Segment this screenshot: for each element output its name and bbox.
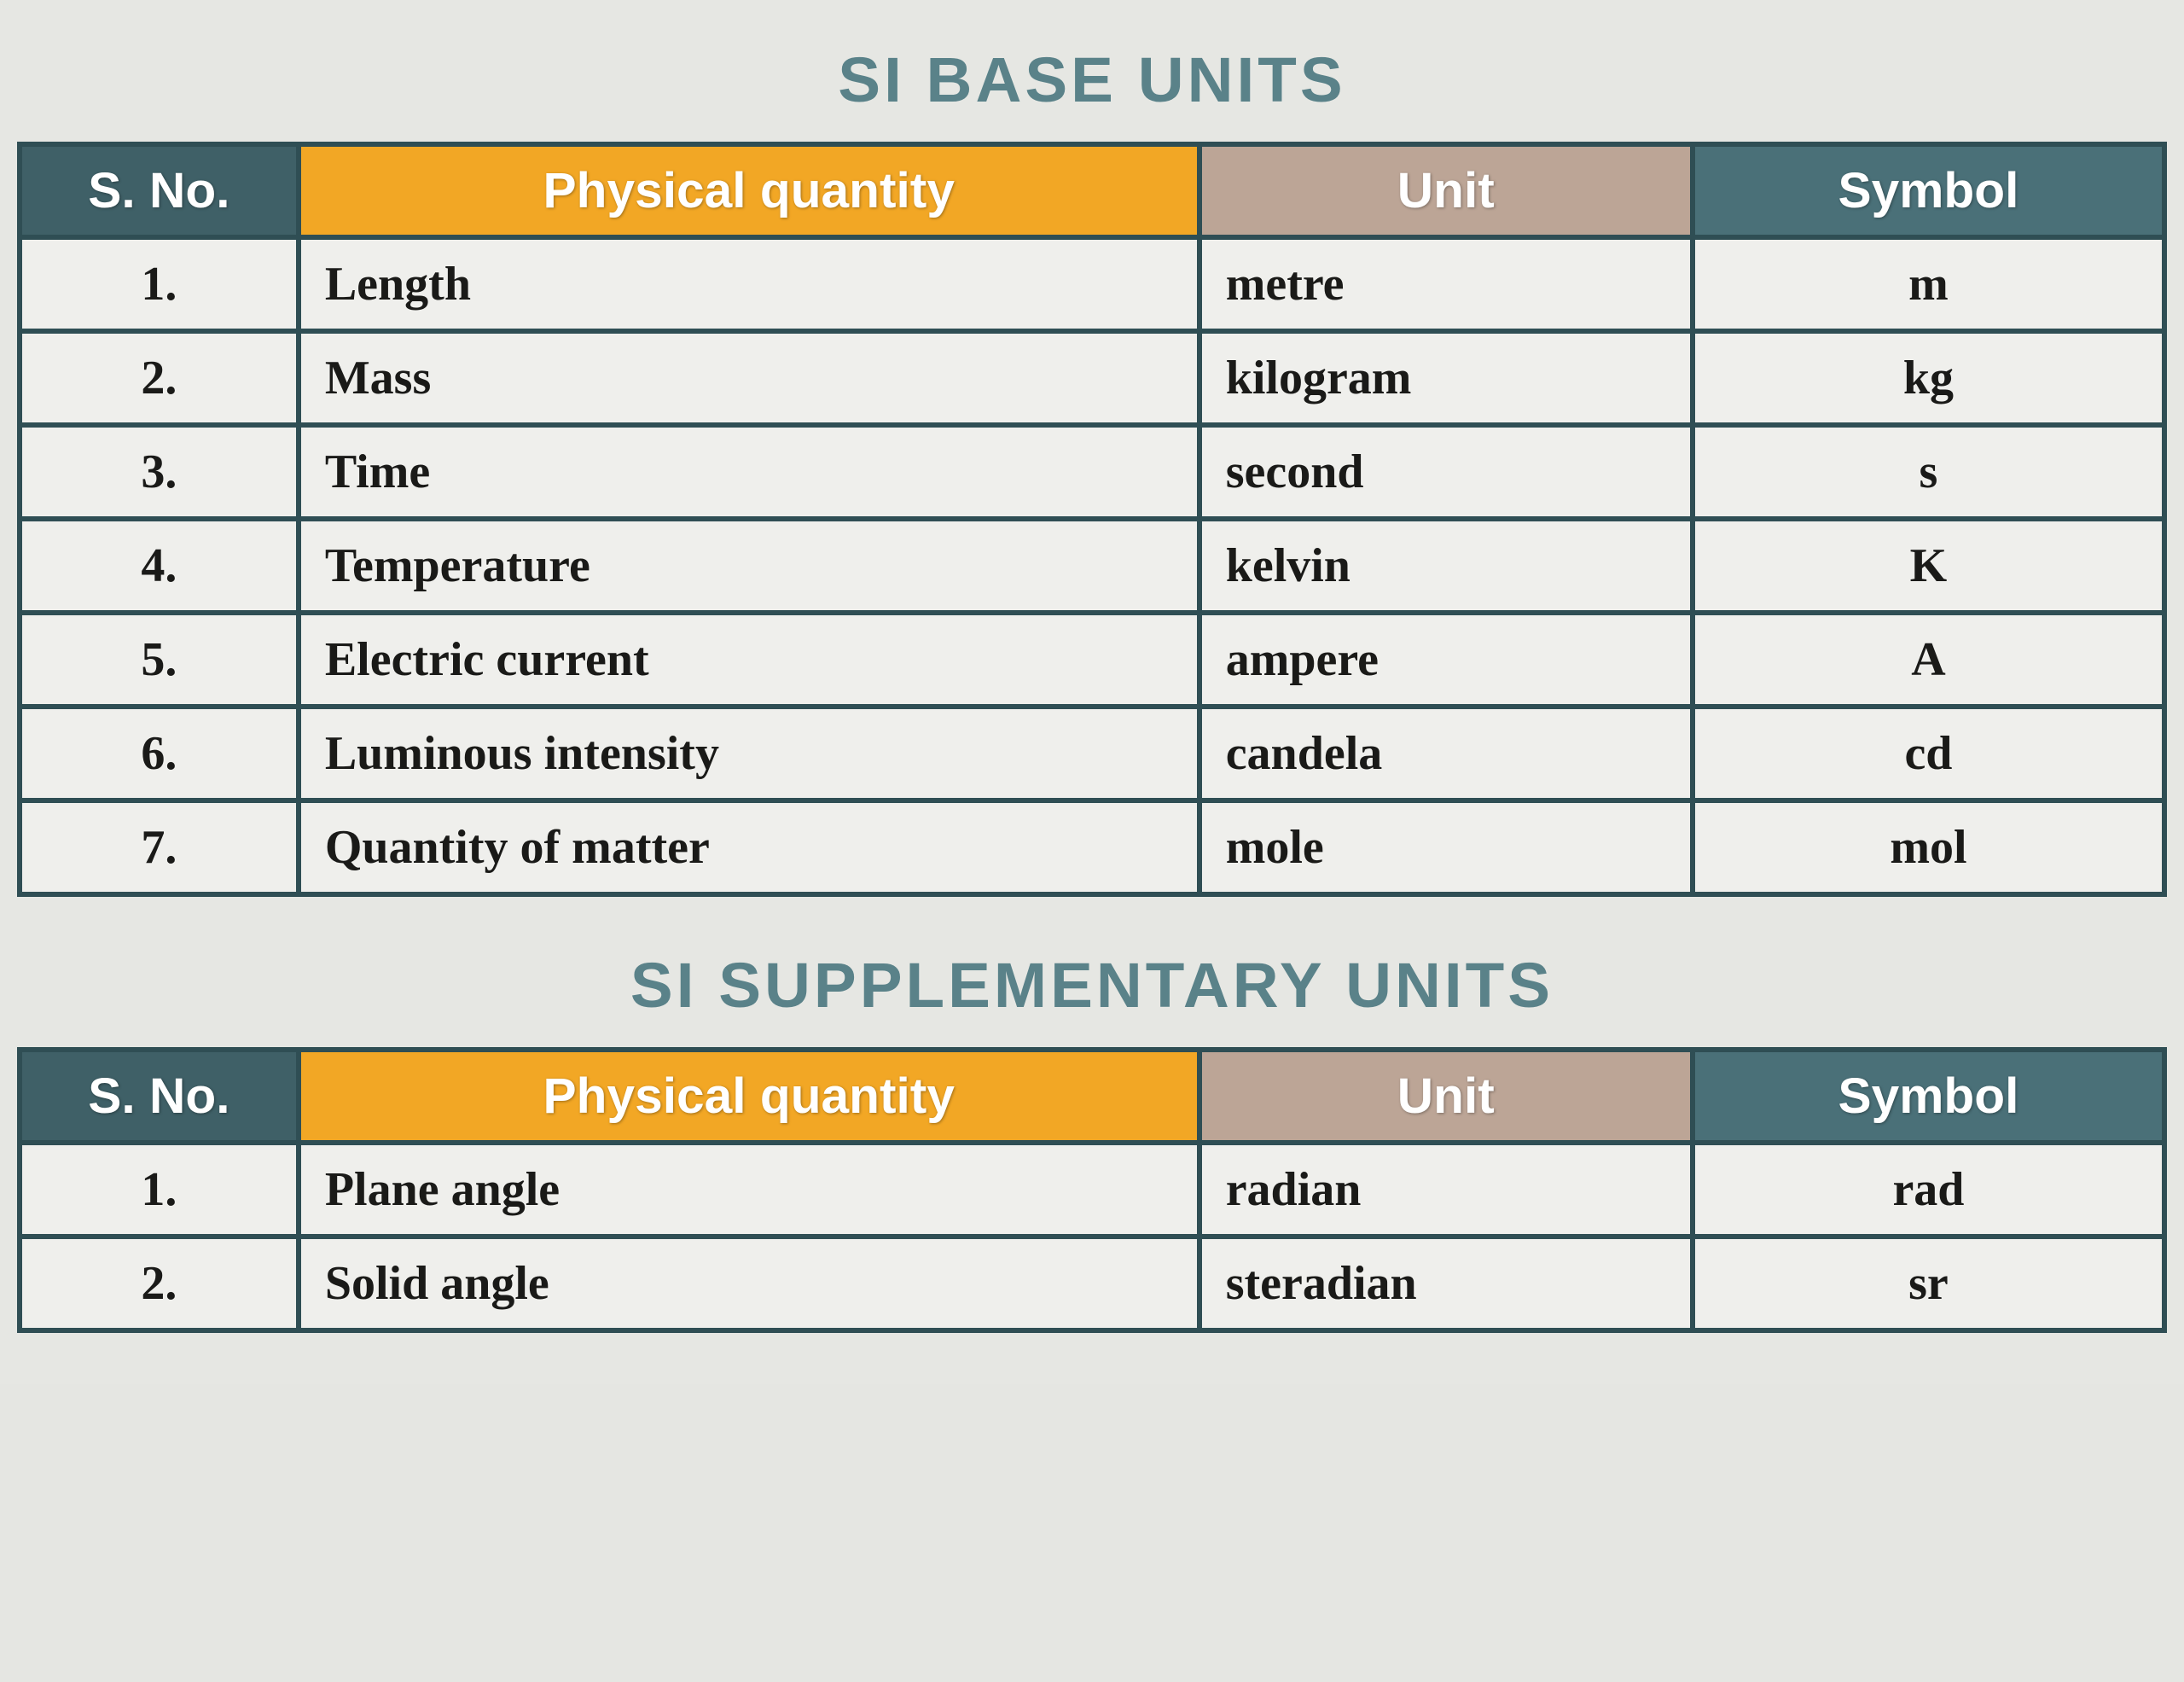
table-header-row: S. No. Physical quantity Unit Symbol [20, 144, 2164, 237]
table-row: 1. Plane angle radian rad [20, 1143, 2164, 1237]
cell-quantity: Plane angle [299, 1143, 1199, 1237]
cell-symbol: s [1693, 425, 2164, 519]
col-header-symbol: Symbol [1693, 144, 2164, 237]
title-base-units: SI BASE UNITS [17, 43, 2167, 116]
table-row: 5. Electric current ampere A [20, 613, 2164, 707]
cell-unit: mole [1199, 800, 1693, 894]
cell-unit: radian [1199, 1143, 1693, 1237]
table-row: 2. Solid angle steradian sr [20, 1237, 2164, 1330]
table-row: 4. Temperature kelvin K [20, 519, 2164, 613]
cell-symbol: rad [1693, 1143, 2164, 1237]
table-row: 3. Time second s [20, 425, 2164, 519]
cell-sno: 2. [20, 331, 299, 425]
table-row: 2. Mass kilogram kg [20, 331, 2164, 425]
col-header-quantity: Physical quantity [299, 1050, 1199, 1143]
cell-sno: 1. [20, 1143, 299, 1237]
cell-symbol: sr [1693, 1237, 2164, 1330]
cell-unit: kelvin [1199, 519, 1693, 613]
cell-sno: 3. [20, 425, 299, 519]
cell-unit: ampere [1199, 613, 1693, 707]
table-row: 6. Luminous intensity candela cd [20, 707, 2164, 800]
col-header-sno: S. No. [20, 1050, 299, 1143]
cell-quantity: Solid angle [299, 1237, 1199, 1330]
cell-symbol: cd [1693, 707, 2164, 800]
cell-quantity: Time [299, 425, 1199, 519]
cell-quantity: Quantity of matter [299, 800, 1199, 894]
table-row: 1. Length metre m [20, 237, 2164, 331]
table-row: 7. Quantity of matter mole mol [20, 800, 2164, 894]
table-supp-body: 1. Plane angle radian rad 2. Solid angle… [20, 1143, 2164, 1330]
table-supp-head: S. No. Physical quantity Unit Symbol [20, 1050, 2164, 1143]
cell-unit: candela [1199, 707, 1693, 800]
table-header-row: S. No. Physical quantity Unit Symbol [20, 1050, 2164, 1143]
cell-sno: 6. [20, 707, 299, 800]
page-root: SI BASE UNITS S. No. Physical quantity U… [0, 0, 2184, 1384]
cell-quantity: Temperature [299, 519, 1199, 613]
table-base-head: S. No. Physical quantity Unit Symbol [20, 144, 2164, 237]
col-header-quantity: Physical quantity [299, 144, 1199, 237]
table-supplementary-units: S. No. Physical quantity Unit Symbol 1. … [17, 1047, 2167, 1333]
cell-sno: 7. [20, 800, 299, 894]
cell-sno: 4. [20, 519, 299, 613]
cell-sno: 1. [20, 237, 299, 331]
cell-unit: kilogram [1199, 331, 1693, 425]
cell-sno: 5. [20, 613, 299, 707]
cell-quantity: Mass [299, 331, 1199, 425]
cell-quantity: Luminous intensity [299, 707, 1199, 800]
cell-unit: steradian [1199, 1237, 1693, 1330]
cell-quantity: Length [299, 237, 1199, 331]
col-header-unit: Unit [1199, 144, 1693, 237]
cell-quantity: Electric current [299, 613, 1199, 707]
cell-unit: second [1199, 425, 1693, 519]
cell-symbol: A [1693, 613, 2164, 707]
cell-unit: metre [1199, 237, 1693, 331]
table-base-body: 1. Length metre m 2. Mass kilogram kg 3.… [20, 237, 2164, 894]
cell-symbol: K [1693, 519, 2164, 613]
col-header-unit: Unit [1199, 1050, 1693, 1143]
title-supplementary-units: SI SUPPLEMENTARY UNITS [17, 948, 2167, 1021]
cell-sno: 2. [20, 1237, 299, 1330]
cell-symbol: mol [1693, 800, 2164, 894]
table-base-units: S. No. Physical quantity Unit Symbol 1. … [17, 142, 2167, 897]
cell-symbol: kg [1693, 331, 2164, 425]
col-header-symbol: Symbol [1693, 1050, 2164, 1143]
cell-symbol: m [1693, 237, 2164, 331]
col-header-sno: S. No. [20, 144, 299, 237]
